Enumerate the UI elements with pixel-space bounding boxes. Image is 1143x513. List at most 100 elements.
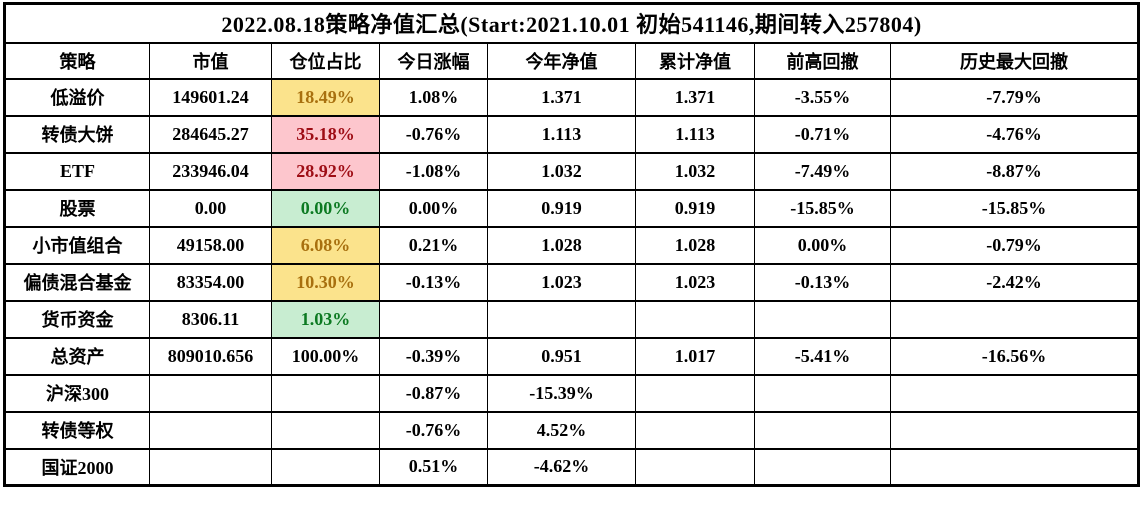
table-row: 沪深300 -0.87% -15.39% [4,373,1140,413]
cell-max-drawdown: -0.79% [889,225,1140,265]
cell-ytd-nav: -4.62% [487,447,636,487]
cell-today-change: -0.39% [379,336,488,376]
cell-market-value: 0.00 [149,188,272,228]
column-header-prev-high-drawdown: 前高回撤 [754,41,891,80]
cell-strategy: 低溢价 [4,77,150,117]
cell-today-change: 0.00% [379,188,488,228]
column-header-cumulative-nav: 累计净值 [635,41,755,80]
cell-market-value [149,447,272,487]
cell-cumulative-nav: 0.919 [635,188,755,228]
cell-cumulative-nav [635,299,755,339]
cell-ytd-nav: 1.113 [487,114,636,154]
cell-ytd-nav: 0.951 [487,336,636,376]
table-row: 偏债混合基金 83354.00 10.30% -0.13% 1.023 1.023 -0.1… [4,262,1140,302]
cell-strategy: 偏债混合基金 [4,262,150,302]
cell-today-change: -0.76% [379,114,488,154]
cell-ytd-nav: 1.028 [487,225,636,265]
cell-today-change: 0.21% [379,225,488,265]
cell-max-drawdown: -7.79% [889,77,1140,117]
table-row: 小市值组合 49158.00 6.08% 0.21% 1.028 1.028 0.00% -0… [4,225,1140,265]
cell-prev-high-drawdown: -5.41% [754,336,891,376]
cell-position-ratio: 28.92% [271,151,380,191]
cell-prev-high-drawdown: -3.55% [754,77,891,117]
table-row: 转债大饼 284645.27 35.18% -0.76% 1.113 1.113 -0.71… [4,114,1140,154]
cell-market-value: 8306.11 [149,299,272,339]
column-header-today-change: 今日涨幅 [379,41,488,80]
table-row: 转债等权 -0.76% 4.52% [4,410,1140,450]
cell-position-ratio: 1.03% [271,299,380,339]
cell-today-change: -0.76% [379,410,488,450]
cell-market-value: 83354.00 [149,262,272,302]
cell-max-drawdown [889,373,1140,413]
column-header-market-value: 市值 [149,41,272,80]
cell-prev-high-drawdown [754,447,891,487]
column-header-ytd-nav: 今年净值 [487,41,636,80]
cell-today-change: -1.08% [379,151,488,191]
cell-prev-high-drawdown: -0.13% [754,262,891,302]
cell-strategy: 总资产 [4,336,150,376]
header-row: 策略 市值 仓位占比 今日涨幅 今年净值 累计净值 前高回撤 历史最大回撤 [4,41,1140,80]
cell-today-change: 0.51% [379,447,488,487]
cell-ytd-nav: 4.52% [487,410,636,450]
column-header-max-drawdown: 历史最大回撤 [889,41,1140,80]
cell-prev-high-drawdown: -15.85% [754,188,891,228]
cell-strategy: 股票 [4,188,150,228]
cell-market-value: 49158.00 [149,225,272,265]
strategy-summary-table: 2022.08.18策略净值汇总(Start:2021.10.01 初始5411… [3,2,1141,487]
cell-cumulative-nav: 1.028 [635,225,755,265]
cell-today-change: 1.08% [379,77,488,117]
cell-prev-high-drawdown [754,410,891,450]
cell-max-drawdown: -8.87% [889,151,1140,191]
cell-prev-high-drawdown: 0.00% [754,225,891,265]
cell-position-ratio [271,410,380,450]
cell-market-value: 809010.656 [149,336,272,376]
cell-ytd-nav: 1.371 [487,77,636,117]
cell-cumulative-nav: 1.032 [635,151,755,191]
cell-cumulative-nav [635,410,755,450]
cell-prev-high-drawdown: -0.71% [754,114,891,154]
cell-market-value: 284645.27 [149,114,272,154]
cell-ytd-nav: 1.023 [487,262,636,302]
title-row: 2022.08.18策略净值汇总(Start:2021.10.01 初始5411… [3,2,1140,44]
cell-strategy: 转债大饼 [4,114,150,154]
cell-max-drawdown: -2.42% [889,262,1140,302]
cell-market-value [149,373,272,413]
cell-max-drawdown [889,299,1140,339]
table-body: 低溢价 149601.24 18.49% 1.08% 1.371 1.371 -3.55% -… [4,77,1140,487]
table-row: ETF 233946.04 28.92% -1.08% 1.032 1.032 -7.49%… [4,151,1140,191]
cell-position-ratio: 0.00% [271,188,380,228]
cell-strategy: 货币资金 [4,299,150,339]
cell-max-drawdown [889,447,1140,487]
cell-position-ratio: 18.49% [271,77,380,117]
table-row: 股票 0.00 0.00% 0.00% 0.919 0.919 -15.85% -15.85% [4,188,1140,228]
cell-max-drawdown: -15.85% [889,188,1140,228]
cell-today-change: -0.87% [379,373,488,413]
column-header-strategy: 策略 [4,41,150,80]
cell-today-change [379,299,488,339]
table-row: 国证2000 0.51% -4.62% [4,447,1140,487]
table-row: 低溢价 149601.24 18.49% 1.08% 1.371 1.371 -3.55% -… [4,77,1140,117]
cell-cumulative-nav: 1.113 [635,114,755,154]
cell-position-ratio [271,373,380,413]
cell-strategy: ETF [4,151,150,191]
cell-cumulative-nav [635,373,755,413]
cell-prev-high-drawdown [754,299,891,339]
cell-position-ratio: 6.08% [271,225,380,265]
column-header-position-ratio: 仓位占比 [271,41,380,80]
cell-strategy: 国证2000 [4,447,150,487]
table-title: 2022.08.18策略净值汇总(Start:2021.10.01 初始5411… [3,2,1140,44]
cell-cumulative-nav: 1.371 [635,77,755,117]
cell-strategy: 沪深300 [4,373,150,413]
table-row: 总资产 809010.656 100.00% -0.39% 0.951 1.017 -5.4… [4,336,1140,376]
cell-ytd-nav: 0.919 [487,188,636,228]
cell-max-drawdown: -4.76% [889,114,1140,154]
cell-cumulative-nav: 1.023 [635,262,755,302]
cell-position-ratio [271,447,380,487]
cell-ytd-nav: 1.032 [487,151,636,191]
cell-cumulative-nav [635,447,755,487]
cell-max-drawdown: -16.56% [889,336,1140,376]
table-row: 货币资金 8306.11 1.03% [4,299,1140,339]
cell-ytd-nav [487,299,636,339]
cell-position-ratio: 100.00% [271,336,380,376]
